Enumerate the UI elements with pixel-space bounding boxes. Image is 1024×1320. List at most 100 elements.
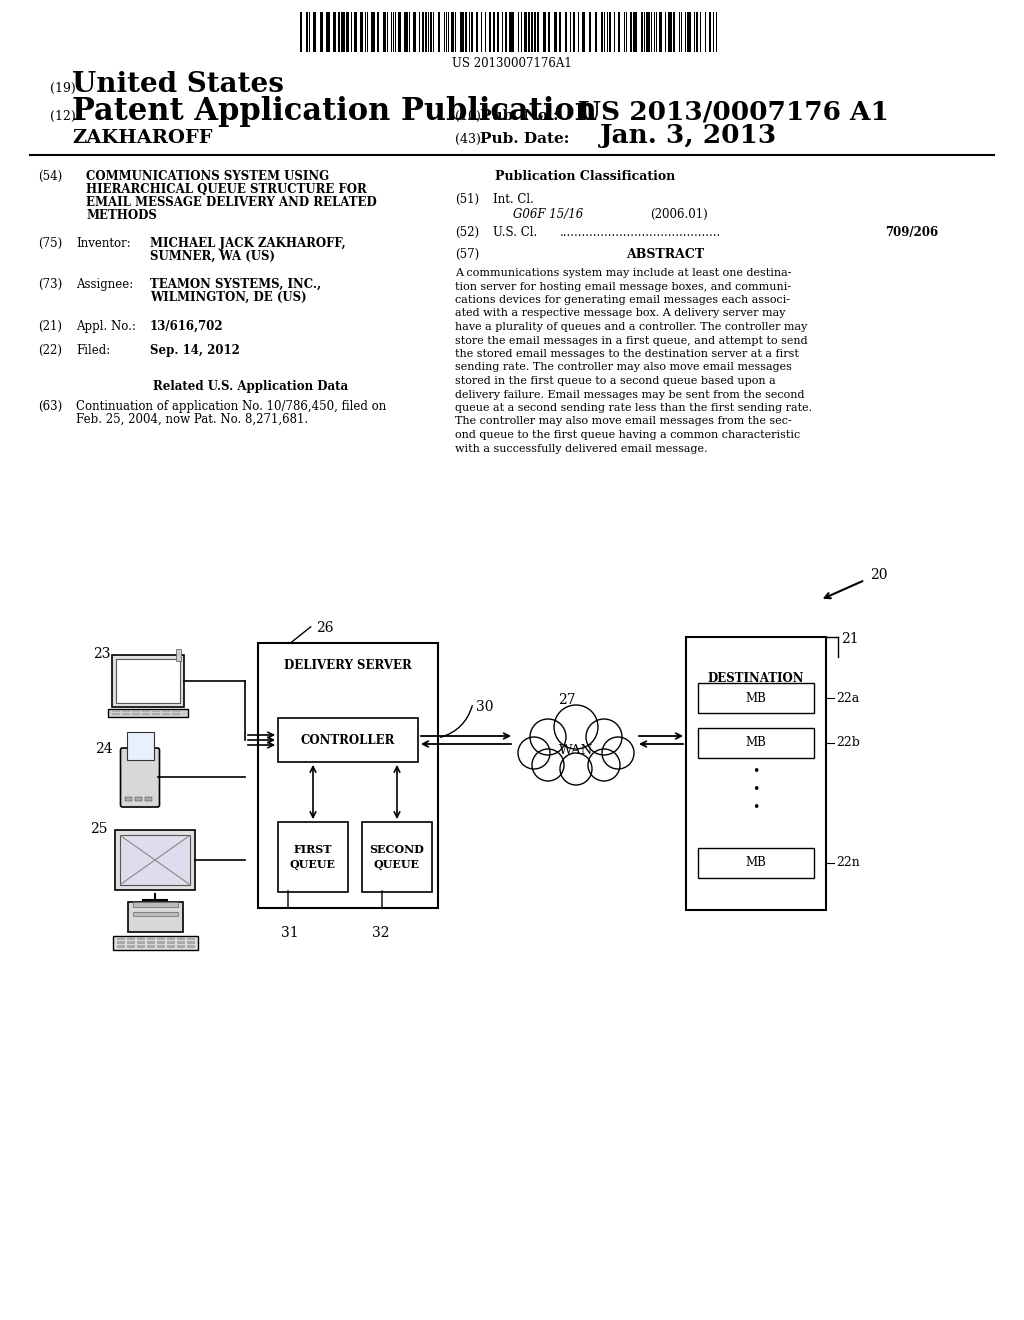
Bar: [176, 649, 181, 661]
Circle shape: [518, 737, 550, 770]
Bar: [306, 12, 308, 51]
Bar: [674, 12, 676, 51]
Bar: [686, 638, 826, 909]
Bar: [113, 936, 198, 950]
Bar: [530, 12, 532, 51]
Bar: [152, 713, 160, 715]
FancyBboxPatch shape: [121, 748, 160, 807]
Text: 25: 25: [90, 822, 108, 836]
Circle shape: [560, 752, 592, 785]
Circle shape: [602, 737, 634, 770]
Bar: [543, 12, 546, 51]
Text: FIRST
QUEUE: FIRST QUEUE: [290, 843, 336, 870]
Bar: [278, 718, 418, 762]
Text: sending rate. The controller may also move email messages: sending rate. The controller may also mo…: [455, 363, 792, 372]
Bar: [167, 941, 174, 944]
Bar: [608, 12, 610, 51]
Bar: [377, 12, 379, 51]
Text: delivery failure. Email messages may be sent from the second: delivery failure. Email messages may be …: [455, 389, 805, 400]
Bar: [371, 12, 375, 51]
Circle shape: [586, 719, 622, 755]
Bar: [117, 941, 125, 944]
Text: store the email messages in a first queue, and attempt to send: store the email messages in a first queu…: [455, 335, 808, 346]
Text: 27: 27: [558, 693, 575, 708]
Text: DELIVERY SERVER: DELIVERY SERVER: [284, 659, 412, 672]
Bar: [573, 12, 575, 51]
Bar: [527, 12, 529, 51]
Text: 30: 30: [476, 700, 494, 714]
Text: METHODS: METHODS: [86, 209, 157, 222]
Bar: [709, 12, 711, 51]
Text: WAN: WAN: [559, 743, 593, 756]
Text: Pub. Date:: Pub. Date:: [480, 132, 569, 147]
Bar: [362, 822, 432, 892]
Bar: [125, 797, 132, 801]
Text: ABSTRACT: ABSTRACT: [626, 248, 705, 261]
Bar: [176, 937, 184, 940]
Bar: [506, 12, 508, 51]
Bar: [142, 710, 150, 711]
Bar: [339, 12, 341, 51]
Bar: [414, 12, 417, 51]
Text: (51): (51): [455, 193, 479, 206]
Bar: [136, 941, 144, 944]
Text: (10): (10): [455, 110, 481, 123]
Circle shape: [554, 705, 598, 748]
Bar: [176, 941, 184, 944]
Circle shape: [588, 748, 620, 781]
Text: 26: 26: [316, 620, 334, 635]
Bar: [353, 12, 356, 51]
Text: Patent Application Publication: Patent Application Publication: [72, 96, 597, 127]
Bar: [162, 710, 170, 711]
Text: tion server for hosting email message boxes, and communi-: tion server for hosting email message bo…: [455, 281, 792, 292]
Bar: [132, 902, 177, 907]
Text: Feb. 25, 2004, now Pat. No. 8,271,681.: Feb. 25, 2004, now Pat. No. 8,271,681.: [76, 413, 308, 426]
Text: Int. Cl.: Int. Cl.: [493, 193, 534, 206]
Bar: [172, 710, 180, 711]
Text: 23: 23: [93, 647, 111, 661]
Bar: [359, 12, 362, 51]
Text: Jan. 3, 2013: Jan. 3, 2013: [600, 123, 777, 148]
Text: DESTINATION
SERVER: DESTINATION SERVER: [708, 672, 804, 701]
Text: United States: United States: [72, 71, 284, 98]
Text: HIERARCHICAL QUEUE STRUCTURE FOR: HIERARCHICAL QUEUE STRUCTURE FOR: [86, 183, 367, 195]
Bar: [117, 945, 125, 948]
Bar: [146, 941, 155, 944]
Bar: [327, 12, 331, 51]
Bar: [112, 655, 184, 708]
Bar: [641, 12, 643, 51]
Bar: [590, 12, 592, 51]
Bar: [313, 12, 316, 51]
Bar: [132, 710, 140, 711]
Bar: [498, 12, 500, 51]
Text: 13/616,702: 13/616,702: [150, 319, 223, 333]
Text: EMAIL MESSAGE DELIVERY AND RELATED: EMAIL MESSAGE DELIVERY AND RELATED: [86, 195, 377, 209]
Text: with a successfully delivered email message.: with a successfully delivered email mess…: [455, 444, 708, 454]
Bar: [127, 937, 134, 940]
Bar: [659, 12, 663, 51]
Bar: [423, 12, 425, 51]
Text: Filed:: Filed:: [76, 345, 111, 356]
Bar: [554, 12, 557, 51]
Bar: [120, 836, 190, 884]
Text: (54): (54): [38, 170, 62, 183]
Bar: [489, 12, 492, 51]
Text: 709/206: 709/206: [885, 226, 938, 239]
Bar: [341, 12, 344, 51]
Text: (43): (43): [455, 133, 481, 147]
Bar: [437, 12, 439, 51]
Bar: [127, 945, 134, 948]
Bar: [510, 12, 514, 51]
Text: have a plurality of queues and a controller. The controller may: have a plurality of queues and a control…: [455, 322, 807, 333]
Text: MICHAEL JACK ZAKHAROFF,: MICHAEL JACK ZAKHAROFF,: [150, 238, 346, 249]
Text: (2006.01): (2006.01): [650, 209, 708, 220]
Bar: [157, 945, 165, 948]
Text: the stored email messages to the destination server at a first: the stored email messages to the destina…: [455, 348, 799, 359]
Bar: [465, 12, 467, 51]
Text: CONTROLLER: CONTROLLER: [301, 734, 395, 747]
Bar: [278, 822, 348, 892]
Text: (75): (75): [38, 238, 62, 249]
Text: •
•
•: • • •: [753, 766, 760, 814]
Bar: [630, 12, 632, 51]
Bar: [122, 713, 130, 715]
